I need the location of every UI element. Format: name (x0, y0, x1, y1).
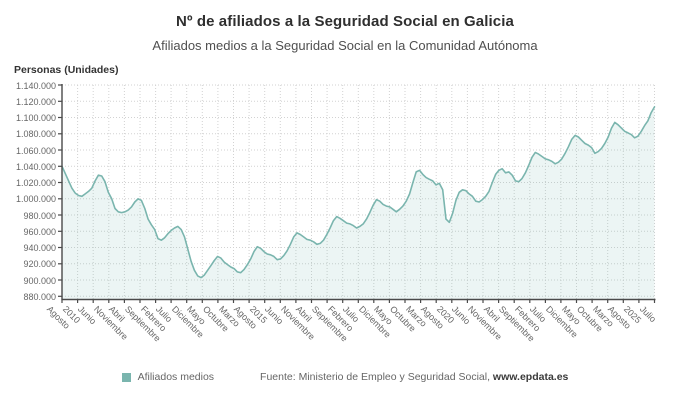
chart-subtitle: Afiliados medios a la Seguridad Social e… (152, 38, 538, 53)
footer: Afiliados medios Fuente: Ministerio de E… (0, 371, 690, 383)
source-text: Fuente: Ministerio de Empleo y Seguridad… (260, 371, 493, 383)
y-axis-title: Personas (Unidades) (14, 64, 119, 76)
legend: Afiliados medios (121, 371, 215, 383)
source-site: www.epdata.es (492, 371, 569, 383)
legend-label: Afiliados medios (137, 371, 215, 383)
series-line (61, 106, 656, 279)
legend-swatch-icon (121, 372, 131, 382)
source-line: Fuente: Ministerio de Empleo y Seguridad… (260, 371, 568, 383)
chart-title: Nº de afiliados a la Seguridad Social en… (176, 13, 514, 30)
series-area (62, 106, 655, 300)
